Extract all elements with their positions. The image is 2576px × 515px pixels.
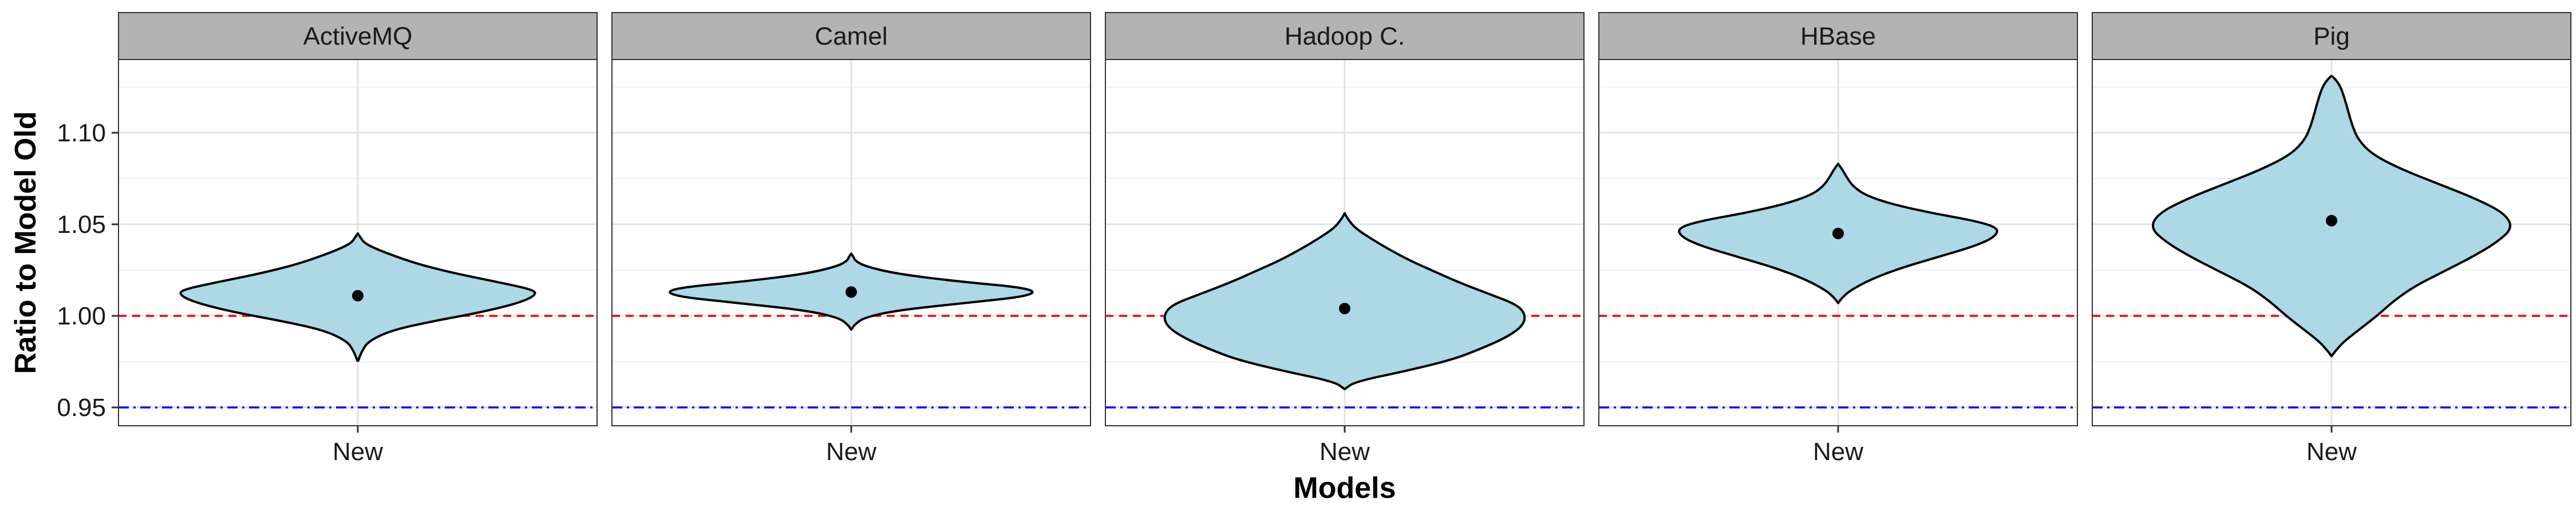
facet-panel: ActiveMQ New: [118, 12, 598, 466]
strip-label: ActiveMQ: [303, 22, 413, 50]
y-tick-label: 1.00: [57, 302, 106, 330]
x-axis-title: Models: [1293, 472, 1396, 505]
y-axis-title: Ratio to Model Old: [9, 111, 42, 374]
facet-panel: HBase New: [1598, 12, 2078, 466]
strip-background: [118, 12, 598, 60]
mean-point: [1832, 228, 1844, 239]
y-tick-label: 0.95: [57, 394, 106, 422]
y-axis: 0.95 1.00 1.05 1.10: [57, 119, 118, 422]
mean-point: [352, 290, 364, 302]
mean-point: [1339, 303, 1350, 315]
y-tick-label: 1.10: [57, 119, 106, 147]
strip-background: [1598, 12, 2078, 60]
x-tick-label: New: [1813, 438, 1863, 466]
mean-point: [2326, 215, 2337, 227]
violin-shape: [1163, 212, 1526, 390]
facet-panel: Hadoop C. New: [1105, 12, 1585, 466]
strip-background: [1105, 12, 1585, 60]
strip-label: Camel: [815, 22, 887, 50]
strip-label: Pig: [2313, 22, 2350, 50]
y-tick-label: 1.05: [57, 211, 106, 239]
strip-background: [2092, 12, 2571, 60]
x-tick-label: New: [333, 438, 383, 466]
strip-background: [611, 12, 1091, 60]
facet-panel: Camel New: [611, 12, 1091, 466]
strip-label: Hadoop C.: [1285, 22, 1405, 50]
strip-label: HBase: [1800, 22, 1876, 50]
facet-panel: Pig New: [2092, 12, 2571, 466]
mean-point: [846, 286, 857, 298]
x-tick-label: New: [2306, 438, 2357, 466]
x-tick-label: New: [826, 438, 876, 466]
x-tick-label: New: [1319, 438, 1370, 466]
